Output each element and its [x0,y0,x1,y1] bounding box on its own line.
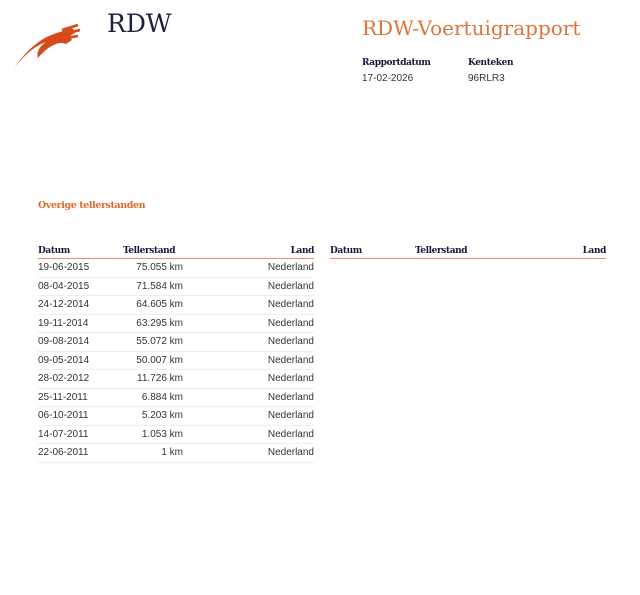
cell-date: 09-08-2014 [38,332,123,352]
cell-date: 08-04-2015 [38,277,123,296]
cell-odometer: 1.053 km [123,425,183,444]
table-row: 14-07-2011 1.053 km Nederland [38,425,314,444]
table-row: 25-11-2011 6.884 km Nederland [38,388,314,407]
cell-country: Nederland [183,443,314,463]
report-date: 17-02-2026 [362,73,414,84]
table-row: 24-12-2014 64.605 km Nederland [38,295,314,315]
cell-country: Nederland [183,388,314,407]
cell-country: Nederland [183,406,314,426]
cell-country: Nederland [183,351,314,370]
cell-date: 06-10-2011 [38,406,123,426]
cell-odometer: 5.203 km [123,406,183,426]
table-row: 19-06-2015 75.055 km Nederland [38,258,314,278]
brand-name: RDW [107,9,172,38]
cell-date: 24-12-2014 [38,295,123,315]
table-row: 22-06-2011 1 km Nederland [38,443,314,463]
col-land: Land [183,245,314,259]
col-tellerstand: Tellerstand [123,245,183,259]
col-tellerstand: Tellerstand [415,245,475,259]
cell-date: 25-11-2011 [38,388,123,407]
cell-date: 14-07-2011 [38,425,123,444]
cell-odometer: 64.605 km [123,295,183,315]
cell-country: Nederland [183,314,314,333]
cell-odometer: 50.007 km [123,351,183,370]
cell-odometer: 1 km [123,443,183,463]
table-row: 09-08-2014 55.072 km Nederland [38,332,314,352]
cell-odometer: 6.884 km [123,388,183,407]
cell-country: Nederland [183,369,314,389]
col-datum: Datum [330,245,415,259]
rdw-logo-icon [14,23,81,68]
cell-odometer: 75.055 km [123,258,183,278]
col-datum: Datum [38,245,123,259]
cell-country: Nederland [183,258,314,278]
plate-label: Kenteken [468,58,514,68]
report-title: RDW-Voertuigrapport [362,16,581,40]
cell-odometer: 71.584 km [123,277,183,296]
cell-date: 19-11-2014 [38,314,123,333]
cell-date: 22-06-2011 [38,443,123,463]
table-row: 09-05-2014 50.007 km Nederland [38,351,314,370]
table-row: 28-02-2012 11.726 km Nederland [38,369,314,389]
report-date-label: Rapportdatum [362,58,431,68]
section-title: Overige tellerstanden [38,200,146,211]
table-row: 19-11-2014 63.295 km Nederland [38,314,314,333]
cell-odometer: 11.726 km [123,369,183,389]
table-row: 06-10-2011 5.203 km Nederland [38,406,314,426]
cell-date: 19-06-2015 [38,258,123,278]
cell-date: 28-02-2012 [38,369,123,389]
cell-odometer: 63.295 km [123,314,183,333]
table-row: 08-04-2015 71.584 km Nederland [38,277,314,296]
cell-country: Nederland [183,277,314,296]
odometer-table-right: Datum Tellerstand Land [330,245,606,259]
cell-date: 09-05-2014 [38,351,123,370]
col-land: Land [475,245,606,259]
odometer-table-left: Datum Tellerstand Land 19-06-2015 75.055 … [38,245,314,463]
cell-country: Nederland [183,295,314,315]
cell-country: Nederland [183,332,314,352]
cell-odometer: 55.072 km [123,332,183,352]
cell-country: Nederland [183,425,314,444]
plate-value: 96RLR3 [468,73,505,84]
